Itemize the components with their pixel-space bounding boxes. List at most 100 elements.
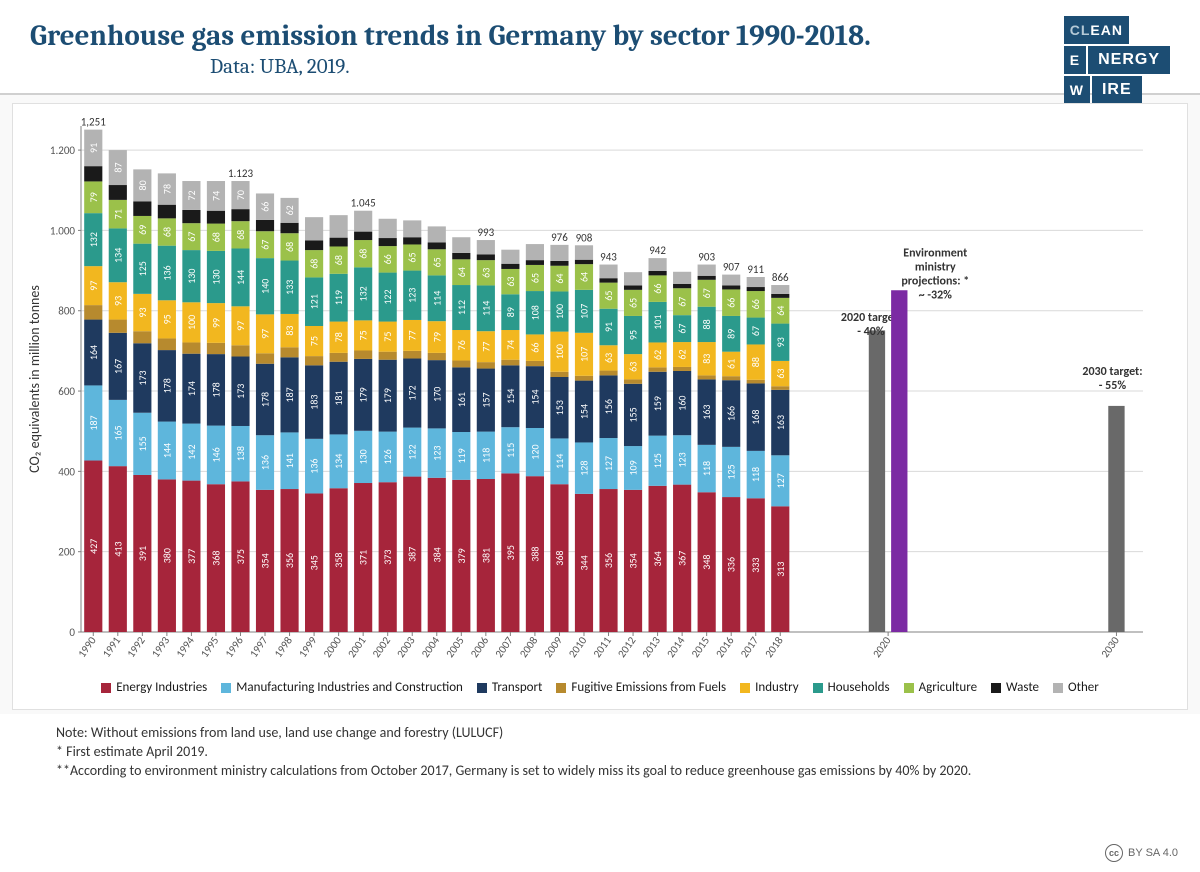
footnotes: Note: Without emissions from land use, l… (0, 714, 1200, 785)
svg-text:1992: 1992 (124, 634, 148, 660)
svg-text:375: 375 (234, 549, 247, 564)
svg-text:67: 67 (259, 240, 272, 250)
svg-text:126: 126 (381, 449, 394, 464)
svg-text:200: 200 (58, 546, 75, 559)
svg-text:127: 127 (602, 456, 615, 471)
svg-text:165: 165 (111, 425, 124, 440)
svg-text:66: 66 (381, 254, 394, 264)
chart-container: 02004006008001.0001.200CO₂ equivalents i… (0, 95, 1200, 714)
svg-text:68: 68 (357, 249, 370, 259)
svg-text:100: 100 (553, 344, 566, 359)
legend-label: Households (828, 680, 890, 695)
logo-text: IRE (1092, 76, 1142, 104)
svg-text:62: 62 (283, 205, 296, 215)
svg-text:367: 367 (676, 551, 689, 566)
svg-text:101: 101 (651, 315, 664, 330)
svg-text:2014: 2014 (664, 634, 688, 660)
svg-text:75: 75 (308, 336, 321, 346)
svg-text:CO₂ equivalents in million ton: CO₂ equivalents in million tonnes (26, 285, 43, 473)
svg-text:70: 70 (234, 190, 247, 200)
svg-text:2005: 2005 (443, 634, 466, 660)
svg-text:2008: 2008 (517, 634, 541, 660)
svg-text:356: 356 (283, 553, 296, 568)
svg-text:179: 179 (381, 388, 394, 403)
svg-text:114: 114 (553, 454, 566, 469)
svg-text:1994: 1994 (173, 634, 197, 660)
svg-text:2006: 2006 (468, 634, 492, 660)
svg-text:943: 943 (600, 251, 617, 264)
svg-text:68: 68 (234, 230, 247, 240)
svg-text:68: 68 (283, 242, 296, 252)
svg-text:1.123: 1.123 (228, 167, 254, 180)
legend-item: Industry (740, 680, 799, 695)
svg-text:115: 115 (504, 443, 517, 458)
svg-text:156: 156 (602, 399, 615, 414)
svg-text:119: 119 (332, 290, 345, 305)
svg-text:154: 154 (504, 389, 517, 404)
svg-text:118: 118 (479, 448, 492, 463)
svg-text:187: 187 (283, 387, 296, 402)
svg-text:141: 141 (283, 453, 296, 468)
svg-text:99: 99 (209, 318, 222, 328)
svg-text:88: 88 (749, 357, 762, 367)
svg-text:123: 123 (430, 445, 443, 460)
svg-text:146: 146 (209, 447, 222, 462)
svg-text:63: 63 (504, 277, 517, 287)
svg-text:63: 63 (479, 268, 492, 278)
svg-text:164: 164 (87, 345, 100, 360)
svg-text:2012: 2012 (615, 634, 639, 660)
legend-label: Agriculture (919, 680, 977, 695)
legend-swatch (556, 683, 566, 693)
svg-text:336: 336 (725, 557, 738, 572)
legend-swatch (477, 683, 487, 693)
svg-text:1991: 1991 (100, 634, 124, 660)
svg-text:2017: 2017 (738, 634, 762, 660)
svg-text:88: 88 (700, 319, 713, 329)
legend-item: Fugitive Emissions from Fuels (556, 680, 726, 695)
svg-text:166: 166 (725, 406, 738, 421)
svg-text:154: 154 (577, 404, 590, 419)
svg-text:2007: 2007 (492, 634, 516, 660)
svg-text:74: 74 (504, 340, 517, 350)
svg-text:109: 109 (627, 460, 640, 475)
svg-text:91: 91 (87, 143, 100, 153)
svg-text:178: 178 (209, 382, 222, 397)
svg-text:- 55%: - 55% (1099, 379, 1127, 393)
svg-text:100: 100 (553, 304, 566, 319)
svg-text:95: 95 (627, 330, 640, 340)
legend-item: Other (1053, 680, 1099, 695)
svg-text:67: 67 (676, 297, 689, 307)
svg-text:69: 69 (136, 225, 149, 235)
svg-text:1999: 1999 (296, 634, 320, 660)
svg-text:173: 173 (136, 370, 149, 385)
legend-swatch (904, 683, 914, 693)
legend: Energy IndustriesManufacturing Industrie… (23, 674, 1177, 699)
svg-text:134: 134 (332, 454, 345, 469)
svg-text:120: 120 (528, 444, 541, 459)
svg-text:64: 64 (774, 306, 787, 316)
legend-swatch (1053, 683, 1063, 693)
svg-text:~ -32%: ~ -32% (919, 289, 953, 303)
svg-text:125: 125 (651, 453, 664, 468)
svg-text:65: 65 (430, 257, 443, 267)
svg-text:122: 122 (381, 289, 394, 304)
svg-text:2030: 2030 (1098, 634, 1122, 660)
logo-text: CL (1070, 22, 1091, 38)
cc-icon: cc (1105, 844, 1123, 862)
svg-text:62: 62 (651, 350, 664, 360)
license-badge: cc BY SA 4.0 (1105, 844, 1178, 862)
note-line: **According to environment ministry calc… (56, 762, 1170, 781)
svg-text:2015: 2015 (689, 634, 712, 660)
svg-text:174: 174 (185, 381, 198, 396)
chart-title: Greenhouse gas emission trends in German… (30, 20, 1170, 53)
legend-swatch (101, 683, 111, 693)
svg-text:132: 132 (357, 286, 370, 301)
svg-text:2011: 2011 (591, 634, 615, 660)
svg-text:413: 413 (111, 541, 124, 556)
svg-text:354: 354 (259, 553, 272, 568)
svg-text:800: 800 (58, 305, 75, 318)
svg-text:155: 155 (627, 407, 640, 422)
svg-text:400: 400 (58, 465, 75, 478)
logo-text: EAN (1090, 22, 1123, 38)
svg-text:- 40%: - 40% (857, 325, 885, 339)
